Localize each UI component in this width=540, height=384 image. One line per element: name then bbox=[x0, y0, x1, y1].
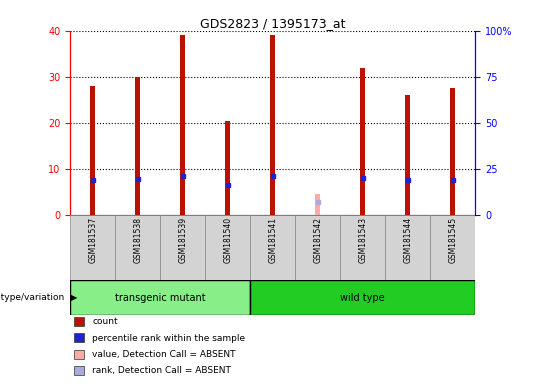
Bar bbox=[250, 280, 475, 315]
Text: GSM181539: GSM181539 bbox=[178, 217, 187, 263]
Bar bbox=[70, 215, 115, 280]
Bar bbox=[115, 215, 160, 280]
Text: value, Detection Call = ABSENT: value, Detection Call = ABSENT bbox=[92, 350, 236, 359]
Bar bbox=[205, 215, 250, 280]
Bar bbox=[295, 215, 340, 280]
Bar bbox=[360, 68, 366, 215]
Bar bbox=[340, 215, 385, 280]
Bar bbox=[270, 35, 275, 215]
Bar bbox=[75, 366, 84, 375]
Bar bbox=[160, 215, 205, 280]
Title: GDS2823 / 1395173_at: GDS2823 / 1395173_at bbox=[200, 17, 346, 30]
Text: wild type: wild type bbox=[340, 293, 385, 303]
Text: GSM181540: GSM181540 bbox=[223, 217, 232, 263]
Text: count: count bbox=[92, 318, 118, 326]
Text: genotype/variation: genotype/variation bbox=[0, 293, 65, 302]
Bar bbox=[225, 121, 231, 215]
Bar bbox=[250, 215, 295, 280]
Bar bbox=[135, 77, 140, 215]
Text: GSM181545: GSM181545 bbox=[448, 217, 457, 263]
Text: GSM181541: GSM181541 bbox=[268, 217, 277, 263]
Bar bbox=[430, 215, 475, 280]
Bar bbox=[70, 280, 250, 315]
Text: GSM181538: GSM181538 bbox=[133, 217, 142, 263]
Text: GSM181537: GSM181537 bbox=[88, 217, 97, 263]
Text: transgenic mutant: transgenic mutant bbox=[115, 293, 206, 303]
Text: GSM181544: GSM181544 bbox=[403, 217, 412, 263]
Bar bbox=[450, 88, 455, 215]
Bar bbox=[385, 215, 430, 280]
Text: GSM181542: GSM181542 bbox=[313, 217, 322, 263]
Text: ▶: ▶ bbox=[71, 293, 78, 302]
Text: GSM181543: GSM181543 bbox=[358, 217, 367, 263]
Bar bbox=[405, 95, 410, 215]
Bar bbox=[75, 333, 84, 342]
Bar bbox=[90, 86, 96, 215]
Bar bbox=[315, 194, 320, 215]
Bar bbox=[75, 317, 84, 326]
Bar bbox=[180, 35, 185, 215]
Text: percentile rank within the sample: percentile rank within the sample bbox=[92, 334, 246, 343]
Bar bbox=[75, 350, 84, 359]
Text: rank, Detection Call = ABSENT: rank, Detection Call = ABSENT bbox=[92, 366, 231, 375]
